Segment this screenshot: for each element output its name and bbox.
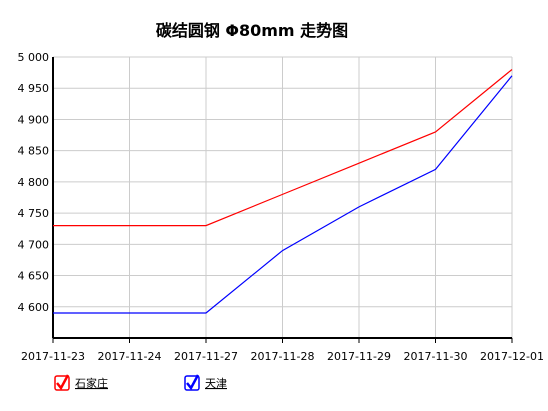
y-tick-label: 4 950	[18, 82, 50, 95]
chart-title: 碳结圆钢 Φ80mm 走势图	[156, 21, 348, 40]
x-tick-label: 2017-11-27	[174, 350, 238, 363]
legend-item[interactable]: 天津	[184, 374, 227, 391]
x-tick-label: 2017-11-28	[251, 350, 315, 363]
x-tick-label: 2017-11-23	[21, 350, 85, 363]
series-line	[53, 75, 513, 314]
y-tick-label: 4 800	[18, 176, 50, 189]
y-tick-label: 4 650	[18, 270, 50, 283]
legend-item[interactable]: 石家庄	[54, 374, 108, 391]
y-tick-label: 4 750	[18, 207, 50, 220]
x-tick-label: 2017-11-29	[327, 350, 391, 363]
y-tick-label: 4 850	[18, 145, 50, 158]
legend-check	[186, 374, 200, 391]
legend-check	[56, 374, 70, 391]
y-tick-label: 4 900	[18, 113, 50, 126]
legend-label[interactable]: 石家庄	[75, 376, 108, 390]
x-tick-label: 2017-12-01	[480, 350, 544, 363]
y-tick-label: 5 000	[18, 51, 50, 64]
legend-label[interactable]: 天津	[205, 377, 227, 390]
y-tick-label: 4 600	[18, 301, 50, 314]
series-line	[53, 69, 513, 227]
x-tick-label: 2017-11-30	[404, 350, 468, 363]
y-tick-label: 4 700	[18, 238, 50, 251]
x-tick-label: 2017-11-24	[98, 350, 162, 363]
